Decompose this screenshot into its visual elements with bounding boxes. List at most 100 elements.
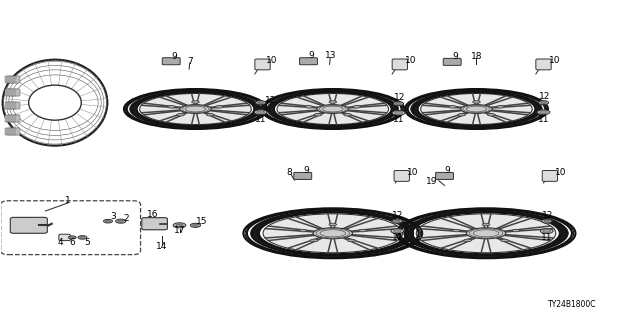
FancyBboxPatch shape	[11, 76, 16, 83]
FancyBboxPatch shape	[5, 89, 10, 96]
Ellipse shape	[452, 229, 460, 232]
FancyBboxPatch shape	[11, 102, 16, 109]
Ellipse shape	[267, 91, 399, 127]
Ellipse shape	[258, 101, 264, 104]
Text: 10: 10	[407, 168, 419, 177]
Ellipse shape	[488, 113, 495, 116]
Ellipse shape	[263, 214, 403, 253]
FancyBboxPatch shape	[13, 115, 18, 122]
Text: 11: 11	[392, 233, 403, 242]
Text: 15: 15	[195, 217, 207, 226]
FancyBboxPatch shape	[11, 115, 16, 122]
Ellipse shape	[394, 230, 401, 233]
Text: 7: 7	[187, 57, 193, 66]
Ellipse shape	[395, 111, 403, 114]
FancyBboxPatch shape	[5, 102, 10, 109]
Ellipse shape	[543, 230, 550, 233]
FancyBboxPatch shape	[5, 115, 10, 122]
Text: 12: 12	[539, 92, 550, 101]
Ellipse shape	[274, 92, 392, 125]
Text: 10: 10	[405, 56, 417, 65]
FancyBboxPatch shape	[7, 89, 12, 96]
FancyBboxPatch shape	[9, 89, 14, 96]
FancyBboxPatch shape	[15, 76, 20, 83]
Ellipse shape	[116, 219, 126, 223]
Ellipse shape	[329, 101, 337, 103]
Text: 11: 11	[393, 115, 404, 124]
FancyBboxPatch shape	[255, 59, 270, 70]
FancyBboxPatch shape	[7, 115, 12, 122]
Text: 17: 17	[173, 226, 185, 235]
Text: 8: 8	[287, 168, 292, 177]
Ellipse shape	[449, 106, 456, 108]
Ellipse shape	[216, 106, 223, 108]
FancyBboxPatch shape	[9, 128, 14, 135]
Text: 4: 4	[57, 238, 63, 247]
Ellipse shape	[467, 228, 506, 239]
Text: 3: 3	[110, 212, 116, 221]
Ellipse shape	[173, 223, 186, 228]
Ellipse shape	[482, 223, 490, 226]
Ellipse shape	[472, 101, 480, 103]
Ellipse shape	[394, 220, 400, 222]
Ellipse shape	[537, 110, 550, 115]
Ellipse shape	[104, 220, 113, 223]
Text: 12: 12	[392, 211, 404, 220]
Ellipse shape	[250, 210, 415, 256]
Ellipse shape	[464, 239, 472, 242]
Ellipse shape	[80, 236, 85, 238]
FancyBboxPatch shape	[5, 76, 10, 83]
FancyBboxPatch shape	[7, 102, 12, 109]
Text: 9: 9	[309, 51, 315, 60]
Text: 19: 19	[426, 177, 438, 186]
Ellipse shape	[348, 239, 355, 242]
Text: 5: 5	[84, 238, 90, 247]
FancyBboxPatch shape	[7, 76, 12, 83]
Ellipse shape	[458, 113, 465, 116]
FancyBboxPatch shape	[10, 217, 47, 233]
Text: 11: 11	[538, 115, 549, 124]
Ellipse shape	[70, 236, 74, 238]
Ellipse shape	[392, 219, 403, 223]
Ellipse shape	[497, 106, 504, 108]
FancyBboxPatch shape	[15, 89, 20, 96]
Text: 13: 13	[324, 51, 336, 60]
Ellipse shape	[317, 105, 349, 113]
FancyBboxPatch shape	[392, 59, 408, 70]
Ellipse shape	[118, 220, 124, 222]
FancyBboxPatch shape	[9, 102, 14, 109]
Ellipse shape	[512, 229, 520, 232]
Text: 9: 9	[452, 52, 458, 60]
Ellipse shape	[544, 220, 550, 222]
FancyBboxPatch shape	[59, 234, 70, 241]
Text: 10: 10	[549, 56, 561, 65]
FancyBboxPatch shape	[9, 115, 14, 122]
Ellipse shape	[391, 229, 404, 233]
Text: 12: 12	[394, 93, 406, 102]
FancyBboxPatch shape	[294, 172, 312, 180]
FancyBboxPatch shape	[11, 128, 16, 135]
Text: 12: 12	[541, 211, 553, 220]
Ellipse shape	[78, 236, 87, 239]
Ellipse shape	[392, 110, 405, 115]
Ellipse shape	[353, 106, 360, 108]
FancyBboxPatch shape	[5, 128, 10, 135]
Ellipse shape	[207, 113, 214, 116]
Ellipse shape	[538, 100, 548, 105]
FancyBboxPatch shape	[13, 89, 18, 96]
Ellipse shape	[500, 239, 508, 242]
Ellipse shape	[257, 111, 264, 114]
FancyBboxPatch shape	[436, 172, 454, 180]
Text: 6: 6	[69, 238, 75, 247]
Ellipse shape	[180, 105, 211, 113]
FancyBboxPatch shape	[7, 128, 12, 135]
FancyBboxPatch shape	[142, 218, 168, 230]
Ellipse shape	[405, 89, 548, 129]
FancyBboxPatch shape	[536, 59, 551, 70]
Ellipse shape	[243, 208, 422, 258]
Text: 10: 10	[266, 56, 277, 65]
Text: 2: 2	[124, 214, 129, 223]
Ellipse shape	[461, 105, 492, 113]
Ellipse shape	[416, 214, 556, 253]
Ellipse shape	[413, 213, 559, 254]
